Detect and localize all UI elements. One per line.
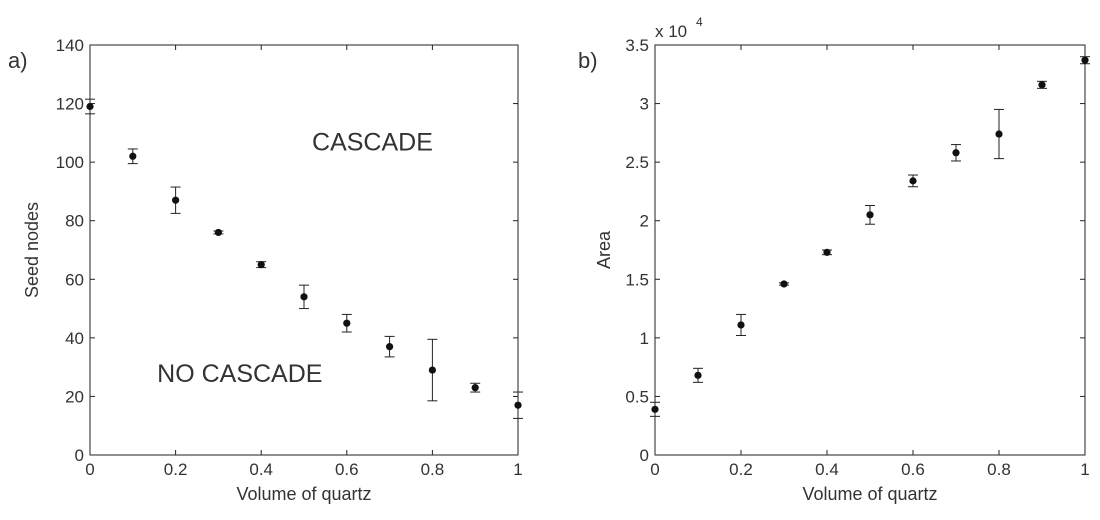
axis-multiplier: x 10 <box>655 22 687 41</box>
data-point <box>300 293 308 301</box>
data-point <box>471 384 479 392</box>
data-point <box>172 196 180 204</box>
data-point <box>1038 81 1046 89</box>
x-tick-label: 0.4 <box>815 460 839 479</box>
y-tick-label: 40 <box>65 329 84 348</box>
annotation-label: CASCADE <box>312 128 433 156</box>
y-tick-label: 1 <box>640 329 649 348</box>
y-tick-label: 100 <box>56 153 84 172</box>
data-point <box>386 343 394 351</box>
x-axis-label: Volume of quartz <box>802 484 937 504</box>
data-point <box>129 152 137 160</box>
chart-panel-b: 0 0.2 0.4 0.6 0.8 1 0 0.5 1 1.5 2 2.5 3 3.5 b) Volume o… <box>578 15 1090 504</box>
x-tick-label: 0.6 <box>901 460 925 479</box>
data-point <box>1081 56 1089 64</box>
data-point <box>952 149 960 157</box>
x-tick-label: 0.8 <box>421 460 445 479</box>
x-tick-label: 0 <box>650 460 659 479</box>
y-tick-label: 20 <box>65 387 84 406</box>
x-tick-label: 0.2 <box>164 460 188 479</box>
data-point <box>86 102 94 111</box>
panel-label: a) <box>8 48 28 73</box>
annotation-label: NO CASCADE <box>157 360 322 388</box>
x-tick-label: 1 <box>513 460 522 479</box>
y-tick-label: 80 <box>65 212 84 231</box>
data-point <box>694 371 702 379</box>
y-tick-label: 3.5 <box>625 36 649 55</box>
data-point <box>780 280 788 288</box>
x-tick-label: 0.8 <box>987 460 1011 479</box>
plot-area <box>654 44 1086 456</box>
y-axis-label: Seed nodes <box>22 202 42 298</box>
panel-label: b) <box>578 48 598 73</box>
data-point <box>514 401 522 409</box>
data-point <box>823 248 831 256</box>
y-tick-label: 3 <box>640 95 649 114</box>
x-tick-label: 0.2 <box>729 460 753 479</box>
y-tick-label: 120 <box>56 95 84 114</box>
data-point <box>214 228 222 237</box>
axis-multiplier-exponent: 4 <box>696 15 703 29</box>
chart-panel-a: 0 0.2 0.4 0.6 0.8 1 0 20 40 60 80 100 120 140 a) Volume… <box>8 36 523 504</box>
data-point <box>995 130 1003 138</box>
y-tick-label: 0 <box>640 446 649 465</box>
y-tick-label: 0.5 <box>625 387 649 406</box>
y-tick-label: 1.5 <box>625 270 649 289</box>
x-tick-label: 0.4 <box>249 460 273 479</box>
data-point <box>866 211 874 219</box>
data-point <box>651 405 659 413</box>
data-point <box>428 366 436 374</box>
data-point <box>909 177 917 185</box>
y-tick-label: 2 <box>640 212 649 231</box>
plot-area <box>89 44 519 456</box>
y-tick-label: 60 <box>65 270 84 289</box>
data-point <box>257 261 265 269</box>
x-tick-label: 0.6 <box>335 460 359 479</box>
y-tick-label: 0 <box>75 446 84 465</box>
data-point <box>737 321 745 329</box>
data-point <box>343 319 351 327</box>
y-axis-label: Area <box>594 230 614 269</box>
y-tick-label: 2.5 <box>625 153 649 172</box>
y-tick-label: 140 <box>56 36 84 55</box>
x-tick-label: 0 <box>85 460 94 479</box>
x-tick-label: 1 <box>1080 460 1089 479</box>
x-axis-label: Volume of quartz <box>236 484 371 504</box>
